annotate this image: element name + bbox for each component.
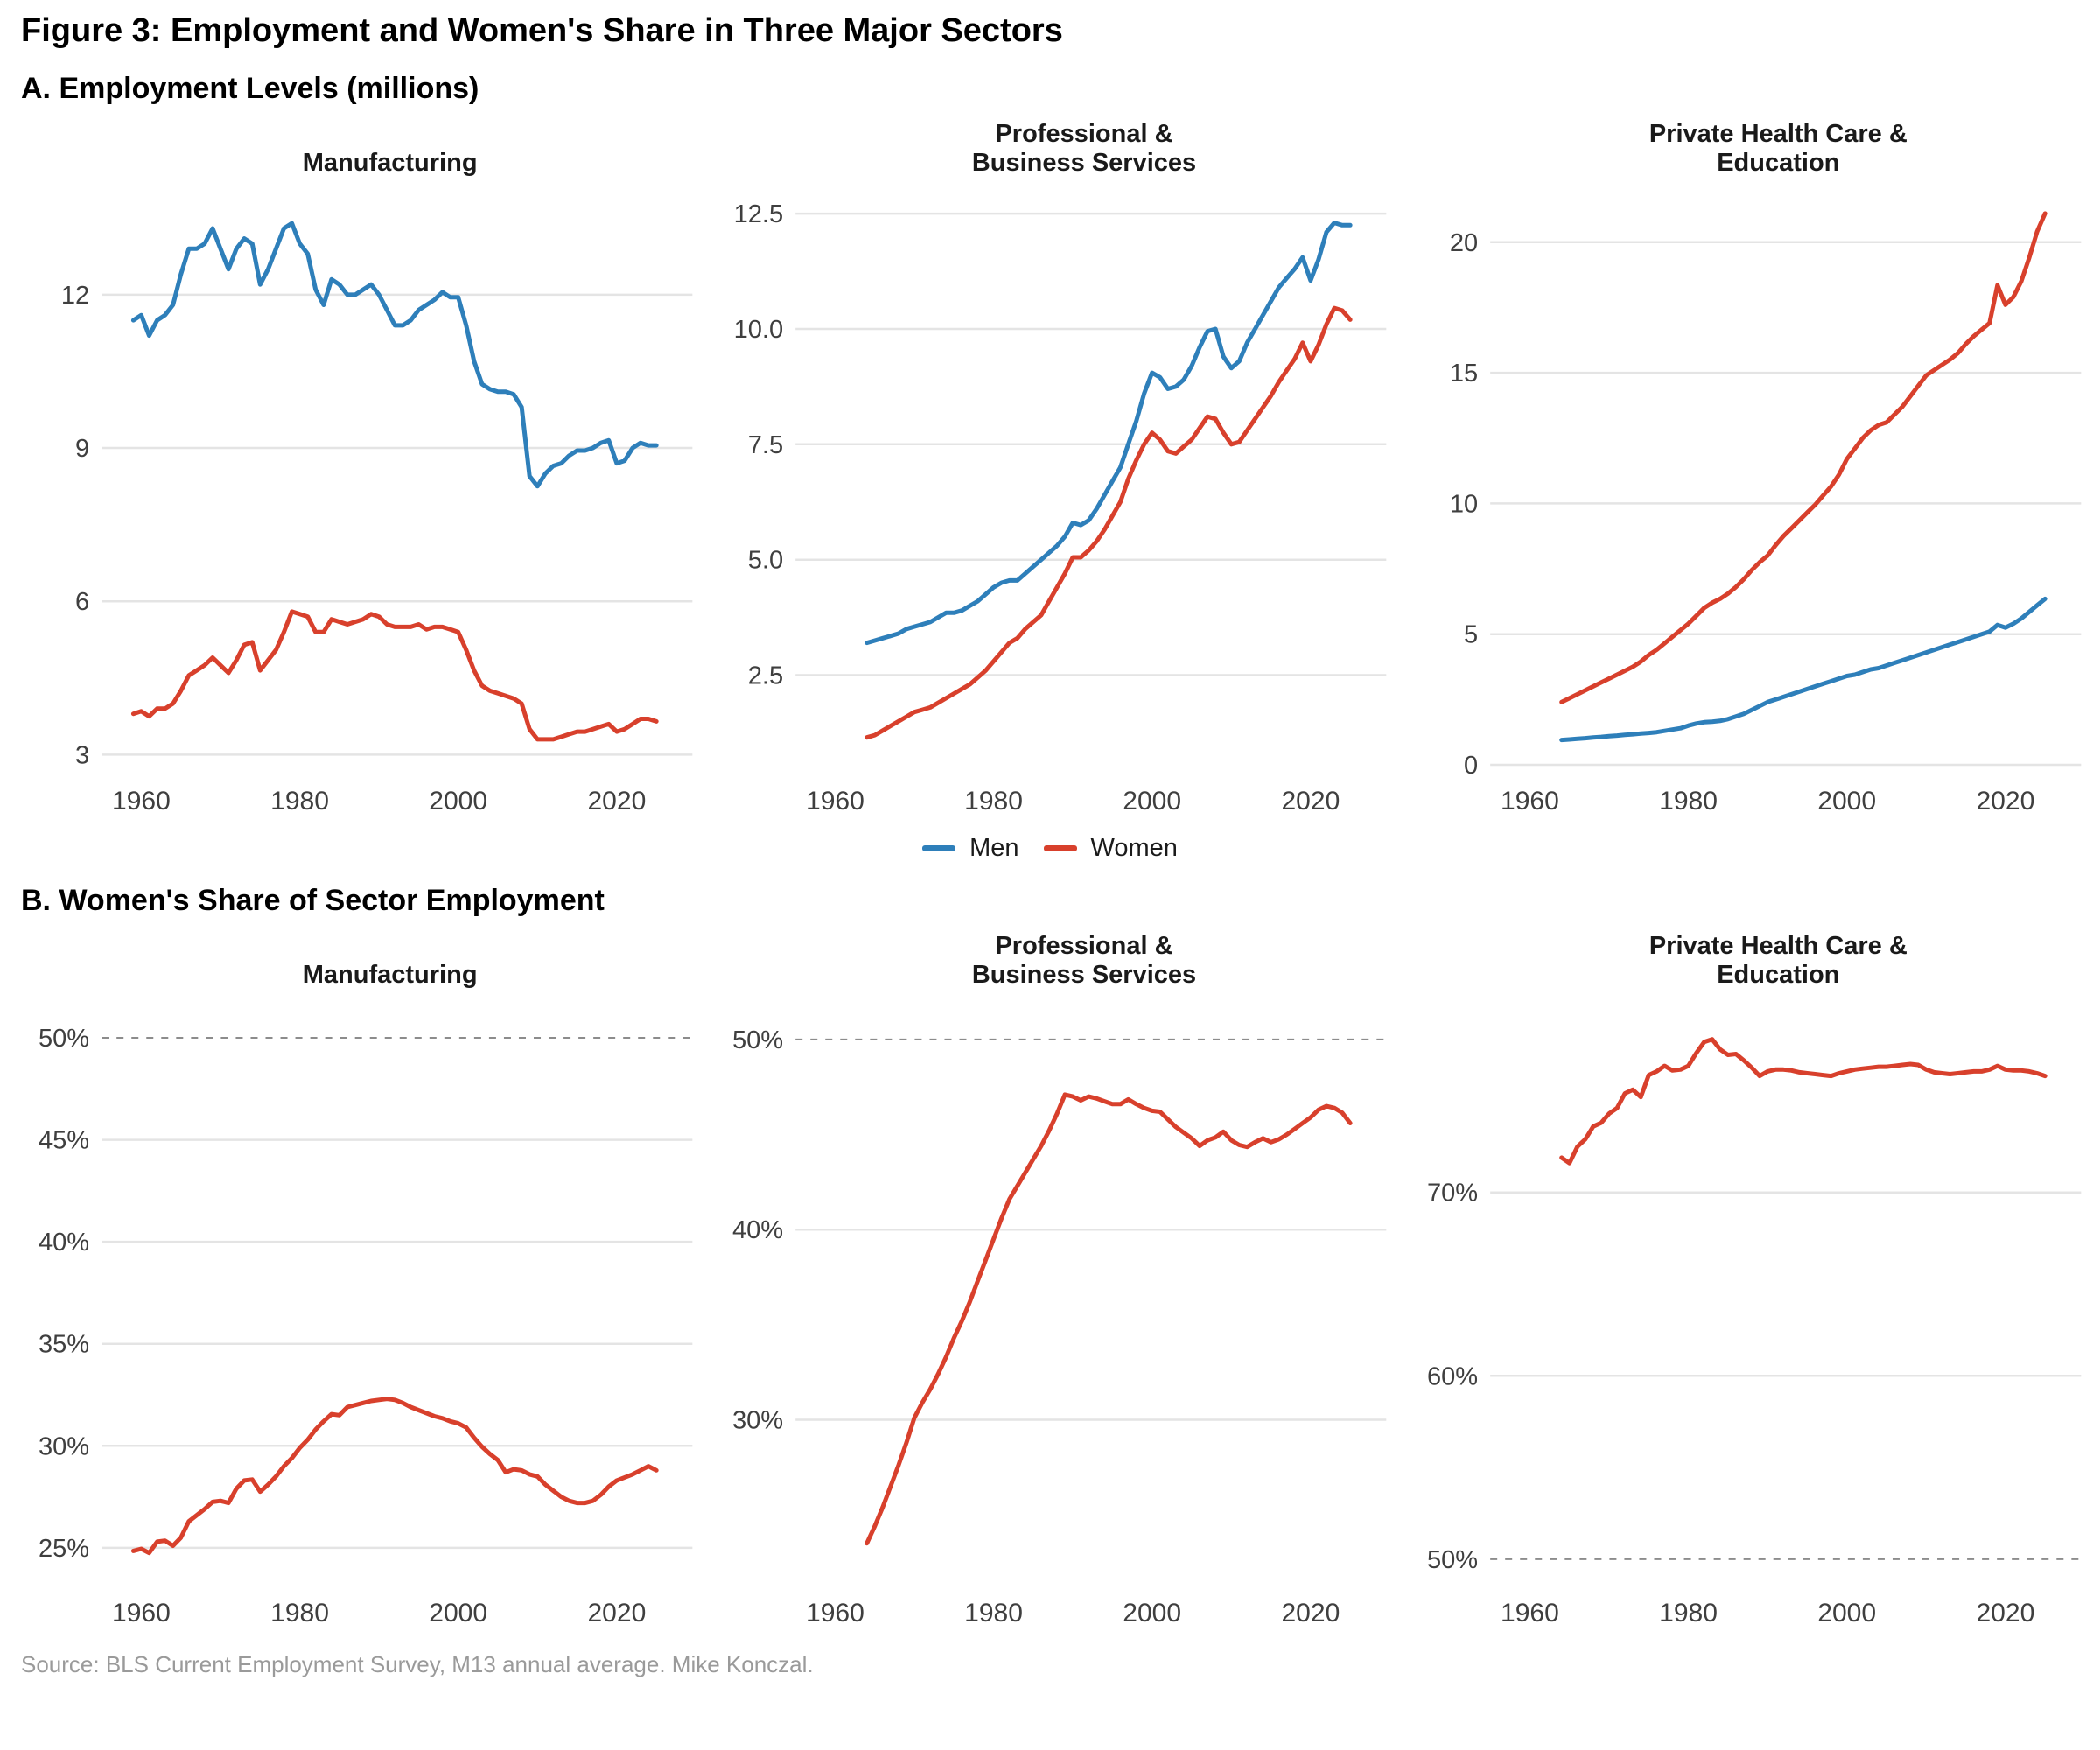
x-tick-label: 1980: [270, 1599, 329, 1628]
panel-title: Manufacturing: [302, 148, 478, 177]
panel-a-professional-business: Professional & Business Services 2.5 5.0 7…: [708, 109, 1391, 822]
series-line-men: [130, 220, 659, 489]
panel-row-b: Manufacturing 25% 30% 35% 40% 45% 50% 1960 1980…: [14, 921, 2086, 1634]
women-line-swatch: [1043, 844, 1077, 851]
x-tick-label: 1960: [806, 1599, 864, 1628]
panel-title: Manufacturing: [302, 960, 478, 989]
x-tick-label: 1980: [964, 1599, 1023, 1628]
y-tick-label: 25%: [38, 1535, 89, 1563]
y-tick-label: 0: [1464, 752, 1478, 780]
x-tick-label: 2000: [1124, 1599, 1182, 1628]
y-tick-label: 40%: [38, 1228, 89, 1256]
panel-title: Private Health Care & Education: [1648, 931, 1908, 989]
panel-title: Professional & Business Services: [971, 119, 1197, 177]
x-tick-label: 2000: [429, 1599, 487, 1628]
figure-page: Figure 3: Employment and Women's Share i…: [14, 12, 2086, 1677]
series-line-women: [130, 1396, 659, 1556]
panel-a-manufacturing: Manufacturing 3 6 9 12 1960 1980 2000 2020: [14, 109, 697, 822]
y-tick-label: 3: [75, 741, 89, 769]
panel-b-manufacturing: Manufacturing 25% 30% 35% 40% 45% 50% 1960 1980…: [14, 921, 697, 1634]
figure-title: Figure 3: Employment and Women's Share i…: [21, 12, 1063, 49]
legend-item-women: Women: [1043, 833, 1178, 863]
panel-row-a: Manufacturing 3 6 9 12 1960 1980 2000 2020 Prof…: [14, 109, 2086, 822]
y-tick-label: 10.0: [734, 316, 784, 344]
y-tick-label: 70%: [1427, 1180, 1478, 1208]
legend-men-label: Men: [970, 833, 1019, 862]
y-tick-label: 12: [61, 282, 89, 310]
x-tick-label: 1980: [1659, 787, 1718, 816]
panel-b-professional-business: Professional & Business Services 30% 40% 5…: [708, 921, 1391, 1634]
chart-health-education-levels: 0 5 10 15 20 1960 1980 2000 2020: [1449, 211, 2081, 816]
chart-professional-business-levels: 2.5 5.0 7.5 10.0 12.5 1960 1980 2000 2020: [734, 200, 1387, 816]
y-tick-label: 10: [1449, 490, 1477, 518]
panel-b-health-education: Private Health Care & Education 50% 60% 70…: [1403, 921, 2086, 1634]
x-tick-label: 2020: [587, 1599, 646, 1628]
y-tick-label: 12.5: [734, 200, 784, 228]
x-tick-label: 2020: [1976, 787, 2034, 816]
legend: Men Women: [14, 834, 2086, 863]
y-tick-label: 9: [75, 435, 89, 463]
x-tick-label: 1960: [112, 787, 171, 816]
y-tick-label: 5: [1464, 621, 1478, 649]
x-tick-label: 2020: [587, 787, 646, 816]
y-tick-label: 50%: [38, 1025, 89, 1053]
x-tick-label: 1960: [1501, 1599, 1559, 1628]
y-tick-label: 20: [1449, 229, 1477, 257]
series-line-men: [864, 220, 1353, 645]
legend-women-label: Women: [1090, 833, 1178, 862]
chart-health-education-share: 50% 60% 70% 1960 1980 2000 2020: [1427, 1037, 2081, 1628]
x-tick-label: 2000: [429, 787, 487, 816]
men-line-swatch: [922, 844, 956, 851]
x-tick-label: 2020: [1282, 1599, 1340, 1628]
chart-manufacturing-share: 25% 30% 35% 40% 45% 50% 1960 1980 2000 2020: [38, 1025, 693, 1628]
source-note: Source: BLS Current Employment Survey, M…: [21, 1650, 814, 1677]
section-b-title: B. Women's Share of Sector Employment: [21, 883, 605, 917]
x-tick-label: 2020: [1282, 787, 1340, 816]
series-line-women: [1558, 1037, 2048, 1166]
y-tick-label: 15: [1449, 360, 1477, 388]
y-tick-label: 5.0: [748, 547, 783, 575]
y-tick-label: 50%: [1427, 1546, 1478, 1574]
y-tick-label: 2.5: [748, 662, 783, 690]
y-tick-label: 30%: [38, 1432, 89, 1460]
x-tick-label: 1960: [1501, 787, 1559, 816]
x-tick-label: 2000: [1124, 787, 1182, 816]
y-tick-label: 40%: [732, 1216, 783, 1244]
y-tick-label: 50%: [732, 1026, 783, 1054]
x-tick-label: 1960: [806, 787, 864, 816]
y-tick-label: 35%: [38, 1331, 89, 1359]
y-tick-label: 7.5: [748, 431, 783, 459]
x-tick-label: 2020: [1976, 1599, 2034, 1628]
chart-professional-business-share: 30% 40% 50% 1960 1980 2000 2020: [732, 1026, 1387, 1628]
y-tick-label: 45%: [38, 1126, 89, 1154]
chart-manufacturing-levels: 3 6 9 12 1960 1980 2000 2020: [61, 220, 693, 816]
series-line-women: [1558, 211, 2048, 704]
x-tick-label: 1960: [112, 1599, 171, 1628]
y-tick-label: 6: [75, 588, 89, 616]
panel-title: Private Health Care & Education: [1648, 119, 1908, 177]
y-tick-label: 30%: [732, 1406, 783, 1434]
legend-item-men: Men: [922, 833, 1019, 863]
x-tick-label: 2000: [1817, 787, 1876, 816]
x-tick-label: 1980: [1659, 1599, 1718, 1628]
x-tick-label: 2000: [1817, 1599, 1876, 1628]
series-line-men: [1558, 596, 2048, 742]
series-line-women: [864, 1092, 1353, 1546]
x-tick-label: 1980: [964, 787, 1023, 816]
y-tick-label: 60%: [1427, 1362, 1478, 1390]
series-line-women: [864, 305, 1353, 739]
panel-title: Professional & Business Services: [971, 931, 1197, 989]
x-tick-label: 1980: [270, 787, 329, 816]
section-a-title: A. Employment Levels (millions): [21, 71, 480, 105]
panel-a-health-education: Private Health Care & Education 0 5 10 15 20…: [1403, 109, 2086, 822]
series-line-women: [130, 609, 659, 742]
